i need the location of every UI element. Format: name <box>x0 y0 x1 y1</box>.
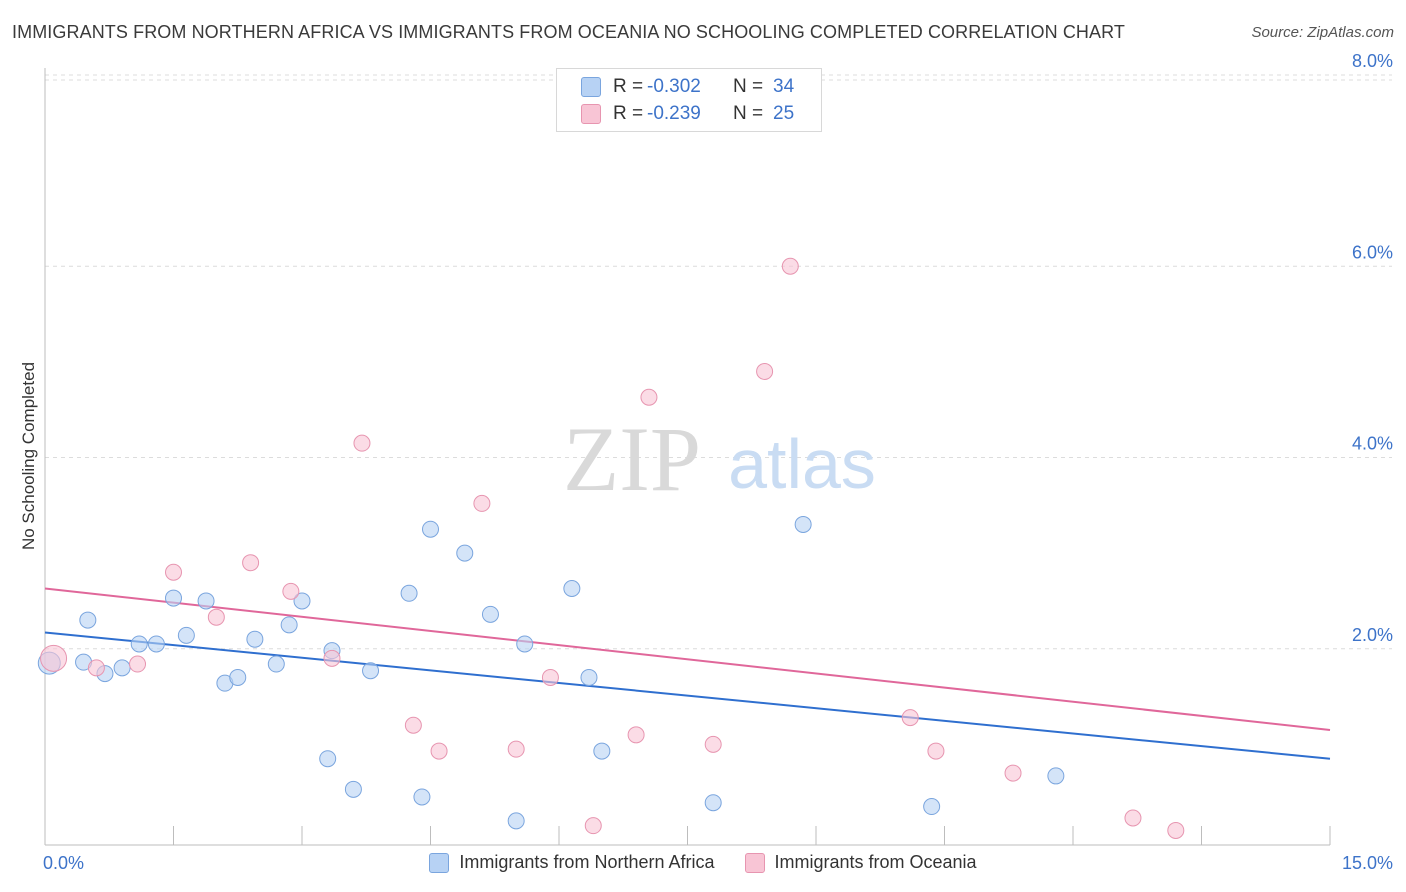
point-oceania <box>1167 821 1185 839</box>
point-northern-africa <box>413 788 431 806</box>
legend-r-label: R = <box>613 76 644 97</box>
point-northern-africa <box>593 742 611 760</box>
point-northern-africa <box>507 812 525 830</box>
point-oceania <box>282 582 300 600</box>
correlation-legend: R = -0.302 N = 34 R = -0.239 N = 25 <box>556 68 822 132</box>
point-northern-africa <box>344 780 362 798</box>
point-oceania <box>901 709 919 727</box>
point-northern-africa <box>400 584 418 602</box>
y-tick-label: 8.0% <box>1352 51 1393 71</box>
trend-line-northern-africa <box>44 631 1331 760</box>
point-oceania <box>473 494 491 512</box>
source-label: Source: ZipAtlas.com <box>1251 24 1394 41</box>
point-oceania <box>40 644 68 672</box>
point-oceania <box>1124 809 1142 827</box>
legend-r-label: R = <box>613 103 644 124</box>
y-axis-label: No Schooling Completed <box>19 362 38 550</box>
point-northern-africa <box>1047 767 1065 785</box>
watermark: ZIP atlas <box>563 408 876 510</box>
axes <box>44 68 1331 846</box>
legend-r-value: -0.239 <box>647 103 701 124</box>
point-northern-africa <box>516 635 534 653</box>
point-northern-africa <box>422 520 439 538</box>
point-oceania <box>927 742 945 760</box>
point-oceania <box>129 655 147 673</box>
point-oceania <box>640 388 658 406</box>
legend-swatch-blue <box>581 77 601 97</box>
legend-item-northern-africa: Immigrants from Northern Africa <box>429 852 715 873</box>
point-northern-africa <box>280 616 298 634</box>
point-northern-africa <box>794 515 812 533</box>
legend-n-value: 25 <box>773 103 795 124</box>
point-oceania <box>756 362 774 380</box>
watermark-zip: ZIP <box>563 408 701 510</box>
point-oceania <box>627 726 645 744</box>
y-tick-label: 4.0% <box>1352 434 1393 454</box>
point-northern-africa <box>229 668 247 686</box>
point-northern-africa <box>319 750 337 768</box>
trend-line-oceania <box>44 587 1331 732</box>
legend-swatch-pink <box>744 852 765 873</box>
series-legend: Immigrants from Northern Africa Immigran… <box>0 852 1406 873</box>
point-northern-africa <box>580 668 598 686</box>
point-northern-africa <box>563 580 581 598</box>
legend-swatch-pink <box>581 104 601 124</box>
point-northern-africa <box>456 544 474 562</box>
legend-n-label: N = <box>733 103 764 124</box>
tick-labels: 2.0% 4.0% 6.0% 8.0% 0.0% 15.0% <box>43 51 1393 873</box>
point-oceania <box>323 649 341 667</box>
point-oceania <box>541 668 559 686</box>
y-tick-label: 2.0% <box>1352 625 1393 645</box>
legend-swatch-blue <box>429 852 450 873</box>
data-points <box>37 257 1185 839</box>
point-northern-africa <box>481 605 499 623</box>
point-oceania <box>207 608 225 626</box>
watermark-atlas: atlas <box>728 425 876 503</box>
chart-title: IMMIGRANTS FROM NORTHERN AFRICA VS IMMIG… <box>12 22 1125 42</box>
legend-item-oceania: Immigrants from Oceania <box>744 852 977 873</box>
y-tick-label: 6.0% <box>1352 242 1393 262</box>
point-oceania <box>584 817 602 835</box>
point-northern-africa <box>923 798 941 816</box>
point-oceania <box>430 742 448 760</box>
point-northern-africa <box>197 592 215 610</box>
point-oceania <box>404 716 422 734</box>
point-oceania <box>507 740 525 758</box>
x-tick-label: 0.0% <box>43 853 84 873</box>
point-oceania <box>87 659 105 677</box>
point-northern-africa <box>362 662 380 680</box>
point-northern-africa <box>267 655 285 673</box>
legend-r-value: -0.302 <box>647 76 701 97</box>
point-northern-africa <box>130 635 148 653</box>
point-northern-africa <box>165 589 182 607</box>
point-oceania <box>353 434 371 452</box>
trend-lines <box>44 587 1331 760</box>
point-oceania <box>704 735 722 753</box>
point-northern-africa <box>293 592 311 610</box>
point-northern-africa <box>246 630 264 648</box>
point-oceania <box>1004 764 1022 782</box>
point-northern-africa <box>177 626 195 644</box>
point-northern-africa <box>113 659 131 677</box>
point-oceania <box>165 563 182 581</box>
legend-n-label: N = <box>733 76 764 97</box>
legend-label-northern-africa: Immigrants from Northern Africa <box>459 852 715 872</box>
legend-label-oceania: Immigrants from Oceania <box>774 852 977 872</box>
point-northern-africa <box>147 635 165 653</box>
x-tick-label: 15.0% <box>1342 853 1393 873</box>
point-northern-africa <box>79 611 97 629</box>
point-oceania <box>242 554 260 572</box>
point-oceania <box>781 257 799 275</box>
legend-n-value: 34 <box>773 76 795 97</box>
point-northern-africa <box>704 794 722 812</box>
